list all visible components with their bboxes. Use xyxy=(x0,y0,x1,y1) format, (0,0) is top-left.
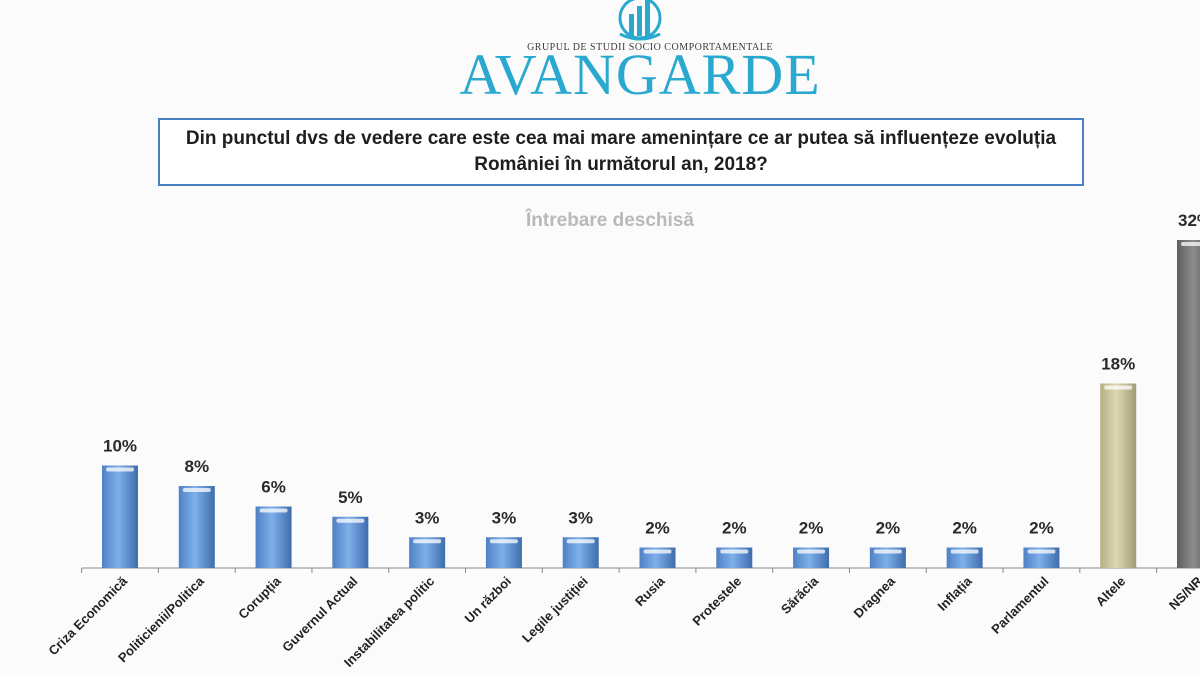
bar-highlight-8 xyxy=(720,549,749,554)
category-label-5: Un război xyxy=(462,574,514,626)
category-label-10: Dragnea xyxy=(851,573,899,621)
bar-highlight-7 xyxy=(643,549,672,554)
value-label-10: 2% xyxy=(876,519,901,538)
category-label-14: NS/NR xyxy=(1166,573,1200,613)
category-label-9: Sărăcia xyxy=(778,573,822,617)
bar-highlight-1 xyxy=(182,488,211,492)
category-label-8: Protestele xyxy=(689,574,744,629)
question-text: Din punctul dvs de vedere care este cea … xyxy=(185,128,1057,175)
value-label-8: 2% xyxy=(722,519,747,538)
bar-highlight-9 xyxy=(797,549,826,554)
chart-subtitle: Întrebare deschisă xyxy=(526,210,694,231)
bar-3 xyxy=(332,516,369,568)
value-label-11: 2% xyxy=(952,519,977,538)
bar-highlight-3 xyxy=(336,518,365,523)
value-label-4: 3% xyxy=(415,508,440,527)
category-label-2: Corupția xyxy=(235,573,284,622)
value-label-0: 10% xyxy=(103,437,137,456)
value-label-12: 2% xyxy=(1029,519,1054,538)
value-label-5: 3% xyxy=(492,508,517,527)
category-label-6: Legile justiției xyxy=(519,574,591,646)
category-label-12: Parlamentul xyxy=(988,574,1051,637)
category-label-1: Politicienii/Politica xyxy=(115,573,207,665)
bar-highlight-13 xyxy=(1104,385,1133,390)
avangarde-logo-icon xyxy=(618,0,662,41)
bar-highlight-12 xyxy=(1027,549,1056,554)
bar-13 xyxy=(1100,383,1137,568)
value-label-9: 2% xyxy=(799,519,824,538)
value-label-2: 6% xyxy=(261,478,286,497)
category-label-7: Rusia xyxy=(632,573,668,609)
value-label-14: 32% xyxy=(1178,211,1200,230)
category-label-11: Inflația xyxy=(935,573,976,614)
value-label-6: 3% xyxy=(568,508,593,527)
bar-highlight-10 xyxy=(873,549,902,554)
category-label-0: Criza Economică xyxy=(45,573,130,658)
bar-highlight-5 xyxy=(489,539,518,544)
question-box: Din punctul dvs de vedere care este cea … xyxy=(158,118,1084,186)
value-label-13: 18% xyxy=(1101,355,1135,374)
value-label-1: 8% xyxy=(184,457,209,476)
bar-0 xyxy=(102,465,138,568)
bar-highlight-2 xyxy=(259,508,288,513)
value-label-3: 5% xyxy=(338,488,363,507)
bar-highlight-11 xyxy=(950,549,979,554)
bar-14 xyxy=(1177,240,1200,568)
category-label-3: Guvernul Actual xyxy=(279,574,360,655)
bar-highlight-4 xyxy=(413,539,442,544)
bar-highlight-0 xyxy=(106,467,134,472)
bar-highlight-14 xyxy=(1181,242,1200,246)
bar-highlight-6 xyxy=(566,539,595,544)
bar-1 xyxy=(178,486,215,568)
category-label-13: Altele xyxy=(1093,574,1129,610)
value-label-7: 2% xyxy=(645,519,670,538)
bar-2 xyxy=(255,506,292,568)
brand-tagline: GRUPUL DE STUDII SOCIO COMPORTAMENTALE xyxy=(527,42,773,53)
brand-name: AVANGARDE xyxy=(459,42,821,107)
